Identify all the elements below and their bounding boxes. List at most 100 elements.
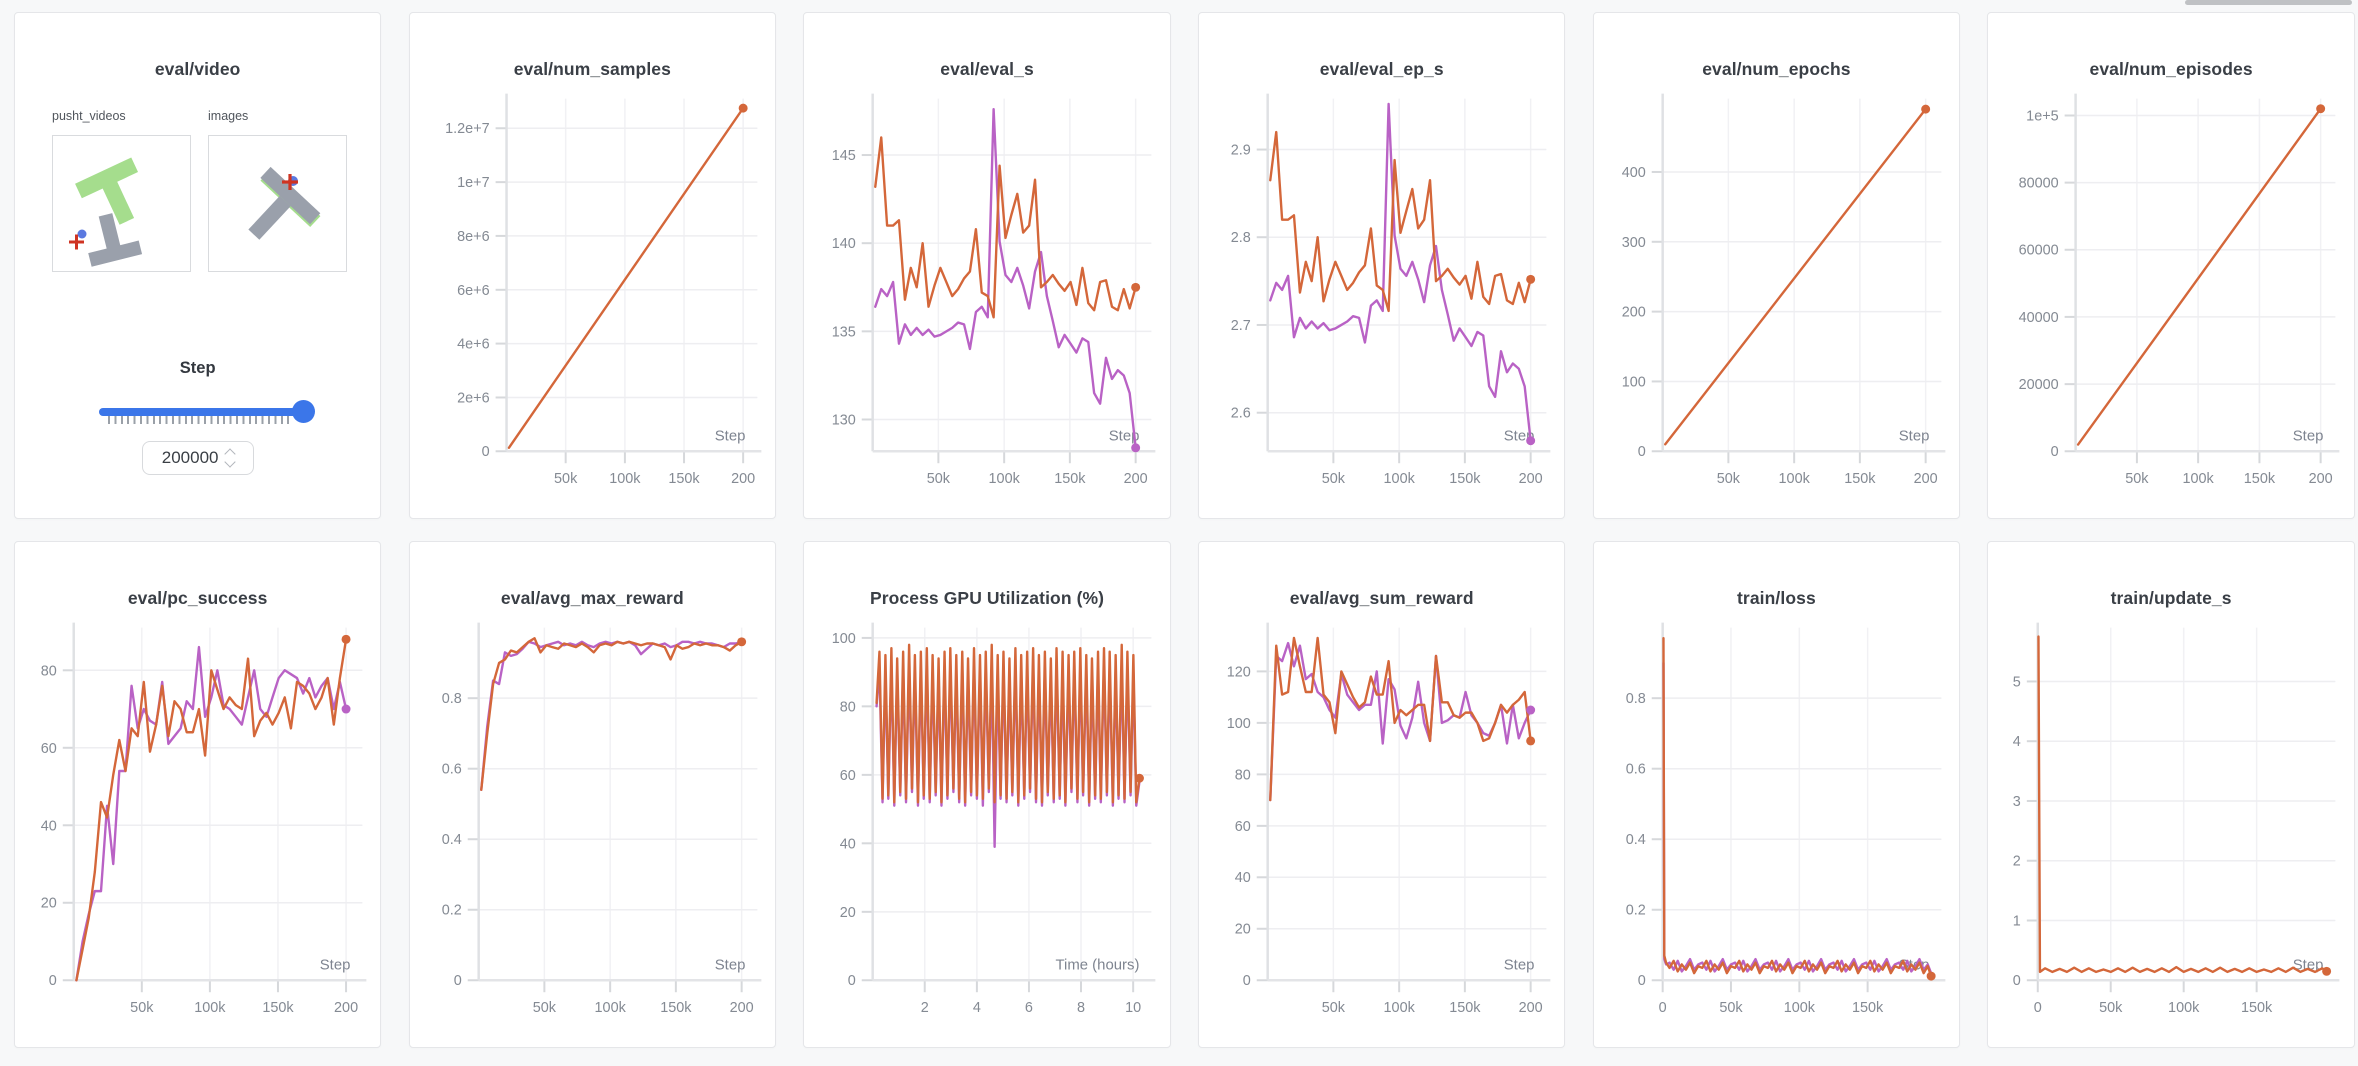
svg-text:Step: Step [2293, 956, 2324, 973]
panel-title: train/loss [1736, 588, 1816, 608]
panel-title: eval/num_samples [513, 59, 671, 79]
svg-text:5: 5 [2013, 674, 2021, 690]
svg-text:100: 100 [832, 631, 856, 647]
chart-eval-avg-sum-reward[interactable]: 50k 100k 150k 200 0 20 40 60 80 100 120 Step [1199, 542, 1564, 1047]
goal-t-shape [75, 157, 139, 225]
panel-title: eval/eval_ep_s [1319, 59, 1444, 79]
svg-text:4e+6: 4e+6 [457, 337, 489, 353]
step-value-input[interactable]: 200000 [141, 441, 254, 475]
svg-text:0: 0 [2051, 444, 2059, 460]
svg-text:60: 60 [41, 741, 57, 757]
panel-eval-video: eval/video pusht_videos images [14, 12, 382, 519]
svg-text:1.2e+7: 1.2e+7 [445, 121, 490, 137]
svg-text:2: 2 [921, 1000, 929, 1016]
svg-text:200: 200 [1519, 471, 1543, 487]
svg-text:100: 100 [1227, 716, 1251, 732]
svg-text:4: 4 [2013, 734, 2021, 750]
panel-eval-pc-success: eval/pc_success 50k 100k 150k 200 0 20 40 60 80 S… [14, 541, 382, 1048]
svg-text:50k: 50k [130, 1000, 154, 1016]
svg-text:100k: 100k [594, 1000, 626, 1016]
step-slider-handle[interactable] [292, 400, 315, 423]
svg-text:0: 0 [1637, 973, 1645, 989]
svg-text:8: 8 [1077, 1000, 1085, 1016]
step-value[interactable]: 200000 [161, 448, 219, 467]
svg-text:400: 400 [1621, 165, 1645, 181]
svg-text:80: 80 [840, 699, 856, 715]
panel-title: train/update_s [2110, 588, 2232, 608]
scrollbar-thumb[interactable] [2185, 0, 2352, 5]
panel-eval-eval-ep-s: eval/eval_ep_s 50k 100k 150k 200 2.6 2.7 2.8 2.… [1198, 12, 1566, 519]
svg-text:300: 300 [1621, 235, 1645, 251]
panel-eval-num-episodes: eval/num_episodes 50k 100k 150k 200 0 20000 40… [1987, 12, 2355, 519]
svg-text:Step: Step [1898, 427, 1929, 444]
svg-text:150k: 150k [1055, 471, 1087, 487]
svg-text:20000: 20000 [2019, 377, 2059, 393]
svg-text:20: 20 [1235, 922, 1251, 938]
svg-text:40: 40 [41, 818, 57, 834]
block-t-shape [248, 166, 321, 240]
chart-eval-pc-success[interactable]: 50k 100k 150k 200 0 20 40 60 80 Step [15, 542, 380, 1047]
svg-text:50k: 50k [2100, 1000, 2124, 1016]
svg-text:Time (hours): Time (hours) [1056, 956, 1140, 973]
stepper-arrows[interactable] [223, 448, 236, 468]
svg-text:80000: 80000 [2019, 176, 2059, 192]
svg-text:150k: 150k [668, 471, 700, 487]
svg-text:150k: 150k [262, 1000, 294, 1016]
svg-text:60000: 60000 [2019, 243, 2059, 259]
svg-text:0: 0 [49, 973, 57, 989]
svg-text:0.4: 0.4 [1625, 832, 1645, 848]
chart-eval-num-epochs[interactable]: 50k 100k 150k 200 0 100 200 300 400 Step [1594, 13, 1959, 518]
svg-text:50k: 50k [2126, 471, 2150, 487]
svg-text:200: 200 [729, 1000, 753, 1016]
video-thumbnail-images[interactable] [208, 135, 347, 272]
panel-train-loss: train/loss 0 50k 100k 150k 0 0.2 0.4 0.6 0.8 Step [1592, 541, 1961, 1048]
video-thumbnail-pusht-videos[interactable] [52, 135, 191, 272]
svg-text:Step: Step [2293, 427, 2324, 444]
panel-eval-num-samples: eval/num_samples 50k 100k 150k 200 0 2e+6 4e+6… [408, 12, 776, 519]
svg-text:150k: 150k [2241, 1000, 2273, 1016]
video-group-label-images: images [208, 109, 249, 123]
svg-text:0.6: 0.6 [441, 762, 461, 778]
step-slider-heading: Step [179, 359, 216, 377]
svg-text:60: 60 [1235, 819, 1251, 835]
svg-text:200: 200 [1519, 1000, 1543, 1016]
chart-eval-avg-max-reward[interactable]: 50k 100k 150k 200 0 0.2 0.4 0.6 0.8 Step [410, 542, 775, 1047]
svg-text:0.8: 0.8 [1625, 691, 1645, 707]
panel-title: eval/eval_s [940, 59, 1034, 79]
svg-text:3: 3 [2013, 794, 2021, 810]
svg-text:Step: Step [1109, 427, 1140, 444]
svg-text:100k: 100k [1783, 1000, 1815, 1016]
svg-text:150k: 150k [1449, 1000, 1481, 1016]
svg-text:200: 200 [1621, 305, 1645, 321]
svg-text:1e+5: 1e+5 [2027, 108, 2059, 124]
step-slider-track[interactable] [99, 408, 301, 416]
images-scene-image [248, 166, 321, 240]
svg-text:6: 6 [1025, 1000, 1033, 1016]
svg-text:20: 20 [840, 905, 856, 921]
svg-text:40: 40 [840, 836, 856, 852]
svg-text:0: 0 [2034, 1000, 2042, 1016]
svg-text:200: 200 [1913, 471, 1937, 487]
svg-text:150k: 150k [1449, 471, 1481, 487]
svg-text:80: 80 [1235, 767, 1251, 783]
svg-text:200: 200 [2309, 471, 2333, 487]
svg-text:200: 200 [731, 471, 755, 487]
panel-eval-eval-s: eval/eval_s 50k 100k 150k 200 130 135 140 145 St… [803, 12, 1171, 519]
svg-text:0.6: 0.6 [1625, 762, 1645, 778]
chart-eval-eval-s[interactable]: 50k 100k 150k 200 130 135 140 145 Step [804, 13, 1169, 518]
svg-text:50k: 50k [1322, 471, 1346, 487]
chevron-down-icon[interactable] [223, 456, 236, 468]
svg-text:0.2: 0.2 [441, 903, 461, 919]
chart-eval-num-episodes[interactable]: 50k 100k 150k 200 0 20000 40000 60000 80000 1e+5 S… [1988, 13, 2353, 518]
svg-text:0: 0 [453, 973, 461, 989]
chart-eval-num-samples[interactable]: 50k 100k 150k 200 0 2e+6 4e+6 6e+6 8e+6 1e+7 1.2e+… [410, 13, 775, 518]
video-group-label-pusht-videos: pusht_videos [52, 109, 126, 123]
svg-text:10: 10 [1126, 1000, 1142, 1016]
step-slider[interactable] [99, 400, 315, 427]
chart-train-update-s[interactable]: 0 50k 100k 150k 0 1 2 3 4 5 Step [1988, 542, 2353, 1047]
panel-train-update-s: train/update_s 0 50k 100k 150k 0 1 2 3 4 5 Step [1987, 541, 2355, 1048]
